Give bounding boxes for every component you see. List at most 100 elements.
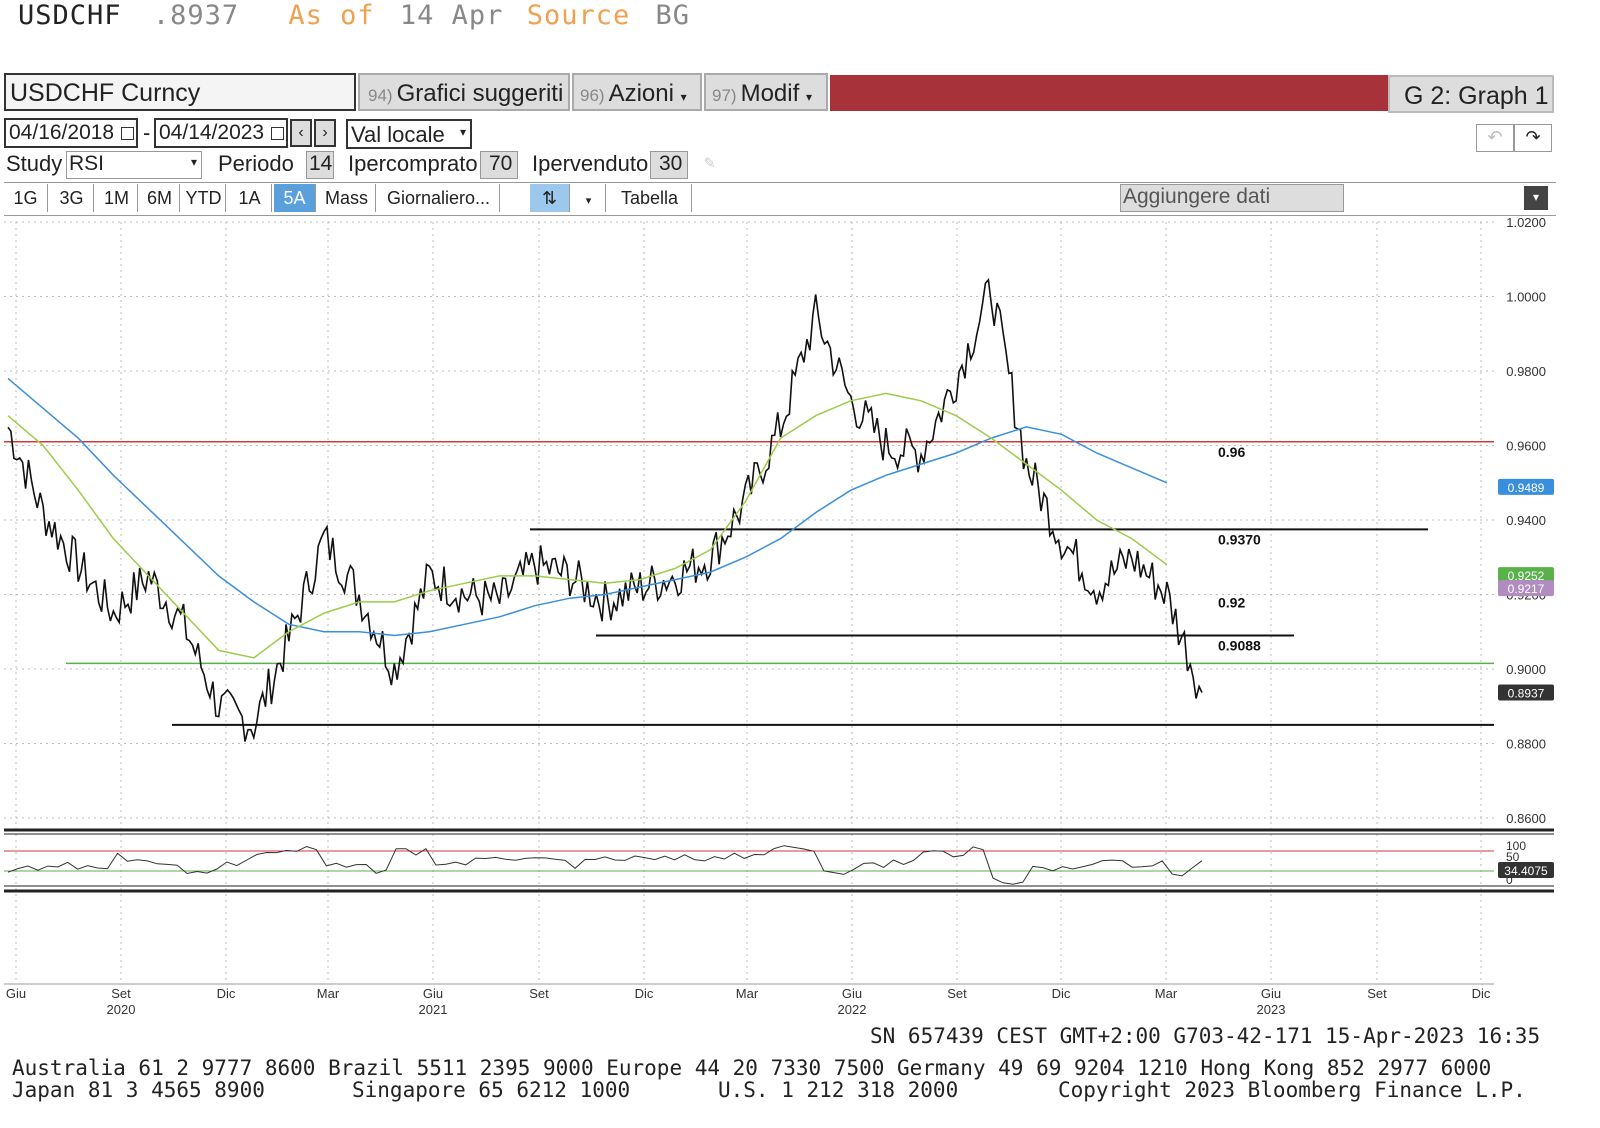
x-tick-label: Giu xyxy=(6,986,26,1001)
suggested-charts-button[interactable]: 94) Grafici suggeriti xyxy=(358,73,570,111)
x-tick-label: Mar xyxy=(736,986,759,1001)
undo-icon: ↶ xyxy=(1487,127,1503,147)
range-button-1g[interactable]: 1G xyxy=(4,184,48,212)
level-label: 0.9370 xyxy=(1218,531,1261,547)
add-data-dropdown[interactable]: ▾ xyxy=(1524,186,1548,210)
table-button[interactable]: Tabella xyxy=(608,184,692,212)
actions-menu[interactable]: 96) Azioni ▾ xyxy=(572,73,702,111)
oversold-value: 30 xyxy=(659,152,683,175)
range-button-1a[interactable]: 1A xyxy=(228,184,272,212)
currency-select[interactable]: Val locale ▾ xyxy=(346,119,472,149)
security-label: USDCHF Curncy xyxy=(10,79,201,107)
y-tick-label: 0.9000 xyxy=(1506,662,1546,677)
period-value: 14 xyxy=(309,152,333,175)
modify-text: 97) Modif ▾ xyxy=(712,80,812,107)
date-from-field[interactable]: 04/16/2018 xyxy=(4,118,138,148)
oversold-field[interactable]: 30 xyxy=(650,151,688,179)
rsi-axis-label: 0 xyxy=(1506,873,1513,887)
add-data-field[interactable]: Aggiungere dati xyxy=(1120,184,1344,212)
copyright: Copyright 2023 Bloomberg Finance L.P. xyxy=(1058,1078,1526,1102)
table-label: Tabella xyxy=(620,188,679,208)
title-bar-accent xyxy=(830,75,1388,111)
calendar-icon xyxy=(121,127,134,140)
us-contact: U.S. 1 212 318 2000 xyxy=(718,1078,959,1102)
add-data-text: Aggiungere dati xyxy=(1123,185,1271,208)
undo-button[interactable]: ↶ xyxy=(1476,124,1514,152)
security-field[interactable]: USDCHF Curncy xyxy=(4,73,356,111)
range-button-6m[interactable]: 6M xyxy=(140,184,180,212)
x-tick-label: Giu xyxy=(842,986,862,1001)
prev-period-button[interactable]: ‹ xyxy=(290,119,312,147)
chart-type-button[interactable]: ⇅ xyxy=(530,184,570,212)
x-tick-label: Set xyxy=(1367,986,1387,1001)
x-tick-label: Set xyxy=(947,986,967,1001)
calendar-icon xyxy=(271,127,284,140)
moving-average-line xyxy=(7,392,1168,659)
overbought-field[interactable]: 70 xyxy=(480,151,518,179)
y-tick-label: 0.9400 xyxy=(1506,513,1546,528)
x-tick-label: Set xyxy=(111,986,131,1001)
range-button-mass[interactable]: Mass xyxy=(318,184,376,212)
period-field[interactable]: 14 xyxy=(306,151,334,179)
chevron-left-icon: ‹ xyxy=(298,124,304,141)
date-separator: - xyxy=(143,120,151,145)
x-tick-label: Dic xyxy=(635,986,654,1001)
price-chart[interactable]: 1.02001.00000.98000.96000.94000.92000.90… xyxy=(0,214,1600,1024)
oversold-label: Ipervenduto xyxy=(532,151,649,176)
date-from-text: 04/16/2018 xyxy=(9,121,115,144)
price-tag xyxy=(1498,478,1554,495)
range-button-1m[interactable]: 1M xyxy=(96,184,138,212)
x-tick-year: 2020 xyxy=(107,1002,136,1017)
y-tick-label: 0.8600 xyxy=(1506,811,1546,826)
y-tick-label: 1.0200 xyxy=(1506,215,1546,230)
ticker: USDCHF xyxy=(18,0,122,31)
frequency-select[interactable]: Giornaliero... xyxy=(378,184,500,212)
pencil-icon[interactable]: ✎ xyxy=(704,152,715,173)
y-tick-label: 1.0000 xyxy=(1506,290,1546,305)
price-tag-label: 0.9217 xyxy=(1508,582,1545,596)
chart-type-icon: ⇅ xyxy=(541,188,558,208)
graph-name[interactable]: G 2: Graph 1 xyxy=(1388,75,1554,113)
x-tick-label: Giu xyxy=(1261,986,1281,1001)
price-line xyxy=(7,277,1203,742)
study-label: Study xyxy=(6,151,63,176)
overbought-value: 70 xyxy=(489,152,513,175)
redo-icon: ↷ xyxy=(1525,127,1541,147)
moving-average-line xyxy=(7,377,1168,637)
range-button-5a[interactable]: 5A xyxy=(274,184,316,212)
redo-button[interactable]: ↷ xyxy=(1514,124,1552,152)
range-button-3g[interactable]: 3G xyxy=(50,184,94,212)
last-price: .8937 xyxy=(152,0,240,31)
x-tick-label: Dic xyxy=(217,986,236,1001)
period-label: Periodo xyxy=(218,151,294,176)
next-period-button[interactable]: › xyxy=(314,119,336,147)
price-tag xyxy=(1498,567,1554,584)
japan-contact: Japan 81 3 4565 8900 xyxy=(12,1078,265,1102)
rsi-line xyxy=(7,845,1203,885)
range-bar xyxy=(4,182,1556,216)
chevron-down-icon: ▾ xyxy=(680,90,687,104)
chart-type-dropdown[interactable]: ▾ xyxy=(572,184,606,212)
session-info: SN 657439 CEST GMT+2:00 G703-42-171 15-A… xyxy=(870,1024,1541,1048)
source: BG xyxy=(655,0,691,31)
date-to-text: 04/14/2023 xyxy=(159,121,265,144)
rsi-last-tag xyxy=(1498,862,1554,878)
y-tick-label: 0.9800 xyxy=(1506,364,1546,379)
contact-line-2: Japan 81 3 4565 8900 Singapore 65 6212 1… xyxy=(12,1078,1572,1102)
study-select[interactable]: RSI ▾ xyxy=(66,151,202,179)
date-to-field[interactable]: 04/14/2023 xyxy=(154,118,288,148)
frequency-text: Giornaliero... xyxy=(386,188,491,208)
singapore-contact: Singapore 65 6212 1000 xyxy=(352,1078,631,1102)
currency-text: Val locale xyxy=(351,122,445,147)
price-tag xyxy=(1498,684,1554,701)
range-button-ytd[interactable]: YTD xyxy=(182,184,226,212)
x-tick-label: Dic xyxy=(1472,986,1491,1001)
level-label: 0.9088 xyxy=(1218,637,1261,653)
modify-menu[interactable]: 97) Modif ▾ xyxy=(704,73,828,111)
x-tick-year: 2021 xyxy=(419,1002,448,1017)
price-tag-label: 0.8937 xyxy=(1508,686,1545,700)
chart-header: USDCHF .8937 As of 14 Apr Source BG xyxy=(18,0,704,40)
actions-text: 96) Azioni ▾ xyxy=(580,80,687,107)
chevron-down-icon: ▾ xyxy=(459,125,466,139)
x-tick-label: Giu xyxy=(423,986,443,1001)
